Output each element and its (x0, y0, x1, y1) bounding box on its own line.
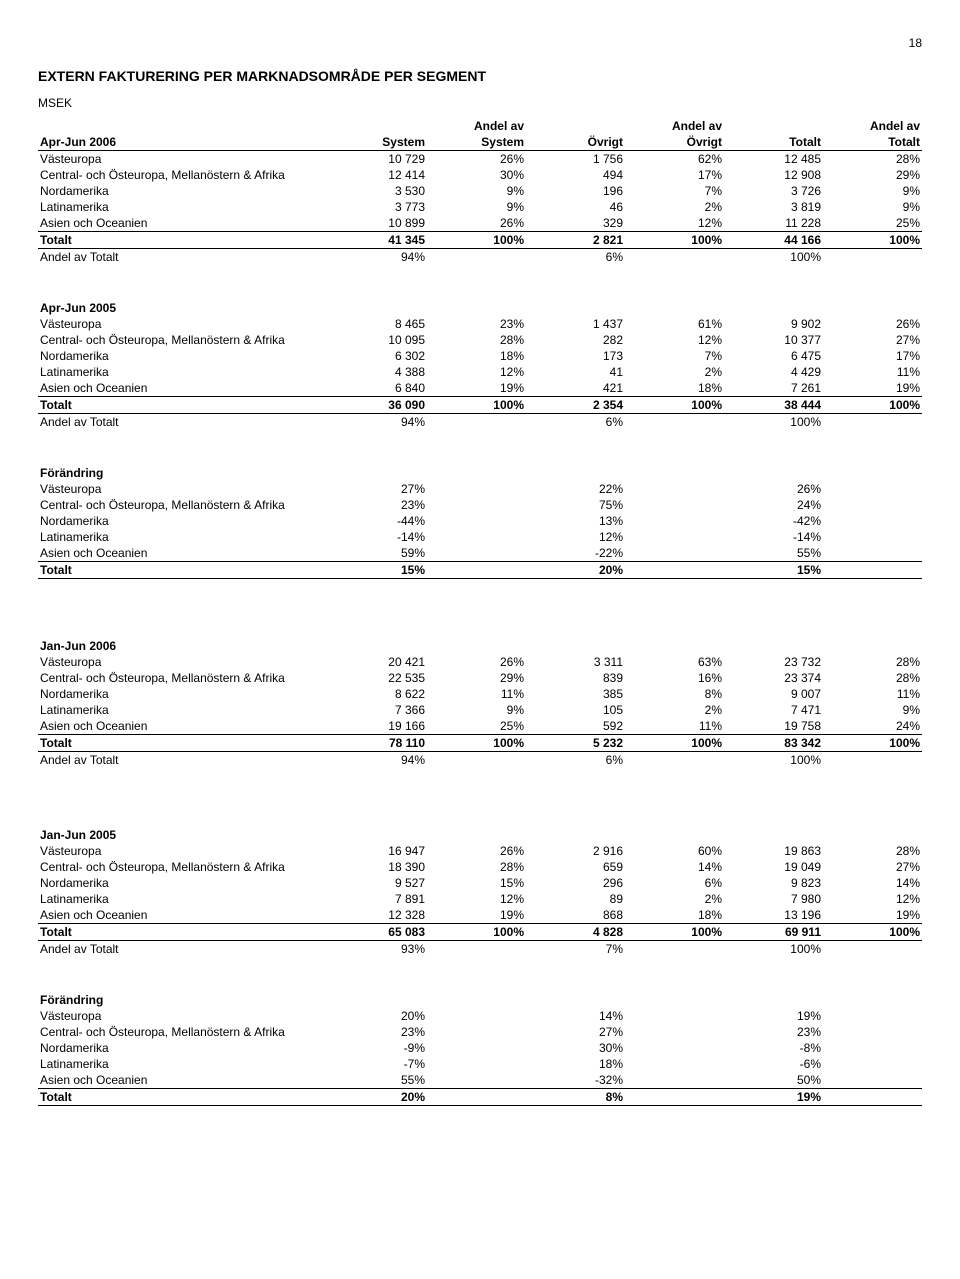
section-title: Förändring (38, 454, 922, 481)
total-row: Totalt41 345100%2 821100%44 166100% (38, 232, 922, 249)
region-row: Nordamerika3 5309%1967%3 7269% (38, 183, 922, 199)
section-title: Förändring (38, 981, 922, 1008)
region-row: Nordamerika6 30218%1737%6 47517% (38, 348, 922, 364)
section-title: Jan-Jun 2005 (38, 816, 922, 843)
share-row: Andel av Totalt94%6%100% (38, 414, 922, 431)
total-row: Totalt65 083100%4 828100%69 911100% (38, 923, 922, 940)
total-row: Totalt20%8%19% (38, 1088, 922, 1105)
region-row: Västeuropa20 42126%3 31163%23 73228% (38, 654, 922, 670)
page-title: EXTERN FAKTURERING PER MARKNADSOMRÅDE PE… (38, 68, 922, 84)
share-row: Andel av Totalt93%7%100% (38, 940, 922, 957)
unit-label: MSEK (38, 96, 922, 110)
section-title: Jan-Jun 2006 (38, 627, 922, 654)
region-row: Central- och Östeuropa, Mellanöstern & A… (38, 1024, 922, 1040)
region-row: Asien och Oceanien19 16625%59211%19 7582… (38, 718, 922, 735)
region-row: Asien och Oceanien59%-22%55% (38, 545, 922, 562)
page-number: 18 (38, 36, 922, 50)
region-row: Central- och Östeuropa, Mellanöstern & A… (38, 497, 922, 513)
table-header-andel: Andel avAndel avAndel av (38, 118, 922, 134)
table-header-cols: Apr-Jun 2006SystemSystemÖvrigtÖvrigtTota… (38, 134, 922, 151)
region-row: Nordamerika8 62211%3858%9 00711% (38, 686, 922, 702)
region-row: Västeuropa8 46523%1 43761%9 90226% (38, 316, 922, 332)
region-row: Asien och Oceanien55%-32%50% (38, 1072, 922, 1089)
region-row: Asien och Oceanien6 84019%42118%7 26119% (38, 380, 922, 397)
region-row: Central- och Östeuropa, Mellanöstern & A… (38, 167, 922, 183)
region-row: Nordamerika-44%13%-42% (38, 513, 922, 529)
region-row: Latinamerika-7%18%-6% (38, 1056, 922, 1072)
total-row: Totalt36 090100%2 354100%38 444100% (38, 397, 922, 414)
region-row: Västeuropa16 94726%2 91660%19 86328% (38, 843, 922, 859)
share-row: Andel av Totalt94%6%100% (38, 751, 922, 768)
region-row: Västeuropa27%22%26% (38, 481, 922, 497)
region-row: Central- och Östeuropa, Mellanöstern & A… (38, 670, 922, 686)
region-row: Asien och Oceanien12 32819%86818%13 1961… (38, 907, 922, 924)
region-row: Central- och Östeuropa, Mellanöstern & A… (38, 859, 922, 875)
region-row: Asien och Oceanien10 89926%32912%11 2282… (38, 215, 922, 232)
region-row: Latinamerika3 7739%462%3 8199% (38, 199, 922, 215)
region-row: Västeuropa20%14%19% (38, 1008, 922, 1024)
region-row: Latinamerika7 3669%1052%7 4719% (38, 702, 922, 718)
total-row: Totalt78 110100%5 232100%83 342100% (38, 734, 922, 751)
region-row: Latinamerika4 38812%412%4 42911% (38, 364, 922, 380)
section-title: Apr-Jun 2005 (38, 289, 922, 316)
region-row: Latinamerika7 89112%892%7 98012% (38, 891, 922, 907)
region-row: Västeuropa10 72926%1 75662%12 48528% (38, 151, 922, 168)
total-row: Totalt15%20%15% (38, 562, 922, 579)
region-row: Nordamerika9 52715%2966%9 82314% (38, 875, 922, 891)
region-row: Latinamerika-14%12%-14% (38, 529, 922, 545)
share-row: Andel av Totalt94%6%100% (38, 249, 922, 266)
report-table: Andel avAndel avAndel avApr-Jun 2006Syst… (38, 118, 922, 1106)
region-row: Nordamerika-9%30%-8% (38, 1040, 922, 1056)
region-row: Central- och Östeuropa, Mellanöstern & A… (38, 332, 922, 348)
